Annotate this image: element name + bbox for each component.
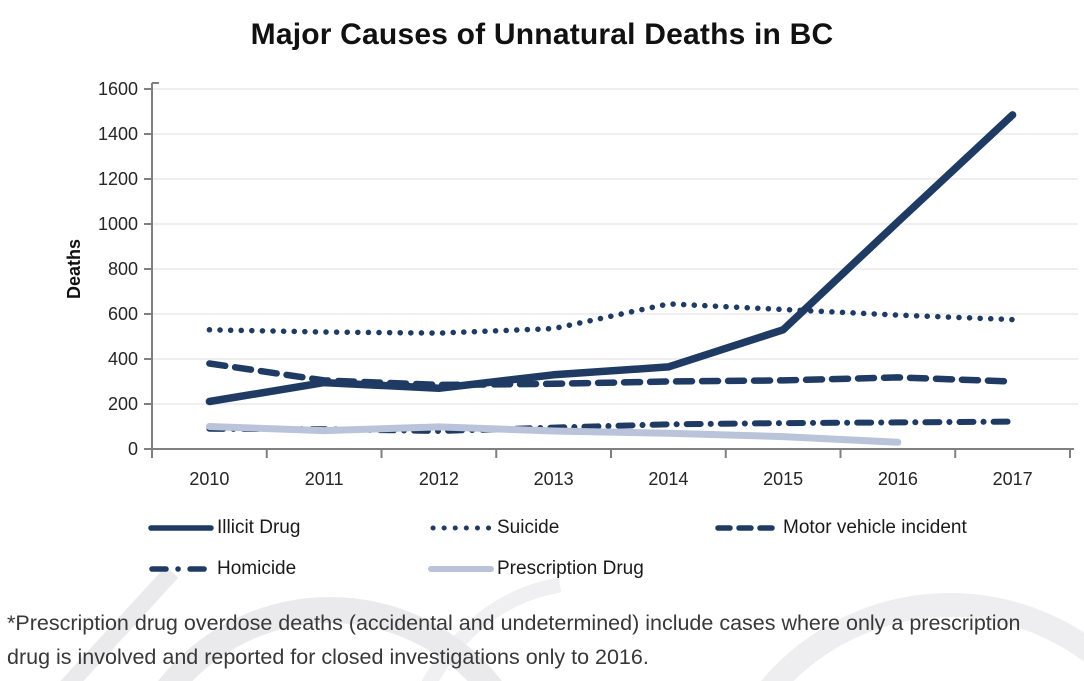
line-chart: 0 200 400 600 800 1000 1200 1400 1600 2010 2011 201… [64,79,1078,489]
y-tick-label: 800 [108,259,138,279]
y-tick-label: 600 [108,304,138,324]
legend-line-light-icon [428,566,494,572]
legend-line-dotted-icon [430,525,494,531]
legend-label: Motor vehicle incident [783,517,967,538]
legend-line-dashed-icon [715,525,780,531]
legend-item-prescription-drug: Prescription Drug [428,558,644,580]
x-tick-label: 2014 [648,469,688,489]
x-tick-label: 2010 [189,469,229,489]
legend-item-suicide: Suicide [428,517,559,539]
y-tick-label: 1400 [98,124,138,144]
page-title: Major Causes of Unnatural Deaths in BC [250,18,834,51]
x-tick-label: 2016 [878,469,918,489]
x-tick-label: 2017 [993,469,1033,489]
legend-label: Prescription Drug [497,558,644,579]
x-tick-label: 2015 [763,469,803,489]
y-tick-label: 1600 [98,79,138,99]
y-axis-title: Deaths [64,239,84,299]
legend-line-solid-icon [148,525,214,531]
legend-item-motor-vehicle: Motor vehicle incident [714,517,967,539]
x-tick-label: 2012 [419,469,459,489]
x-tick-label: 2011 [305,469,344,489]
legend-item-homicide: Homicide [148,558,296,580]
footnote: *Prescription drug overdose deaths (acci… [7,611,1021,669]
legend-label: Illicit Drug [217,517,301,538]
y-tick-label: 200 [108,394,138,414]
y-tick-label: 1200 [98,169,138,189]
series-line-motor-vehicle-incident [206,360,1016,389]
legend-label: Homicide [217,558,297,579]
series-line-prescription-drug [205,423,902,446]
x-tick-label: 2013 [534,469,574,489]
series-line-suicide [206,301,1016,336]
legend-item-illicit-drug: Illicit Drug [148,517,300,539]
legend-line-dashdot-icon [149,566,214,572]
y-tick-label: 1000 [98,214,138,234]
y-tick-label: 400 [108,349,138,369]
y-tick-label: 0 [128,439,138,459]
legend-label: Suicide [497,517,560,538]
